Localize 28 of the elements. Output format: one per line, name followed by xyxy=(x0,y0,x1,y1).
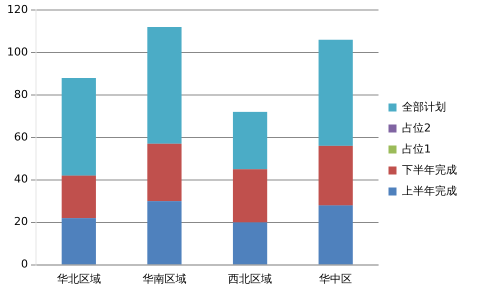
bar xyxy=(62,176,96,218)
bar xyxy=(62,78,96,176)
x-tick-label: 华南区域 xyxy=(142,272,186,286)
y-tick-label: 40 xyxy=(14,172,28,186)
bar xyxy=(232,112,268,170)
y-tick-label: 80 xyxy=(14,88,28,101)
bar xyxy=(147,201,182,264)
y-tick-label: 120 xyxy=(6,2,28,16)
y-tick-label: 60 xyxy=(14,130,28,144)
bar xyxy=(318,205,353,264)
y-tick-label: 100 xyxy=(6,45,28,58)
bar xyxy=(147,26,182,144)
legend-label: 上半年完成 xyxy=(402,184,457,198)
legend-label: 全部计划 xyxy=(402,100,446,114)
x-tick-label: 西北区域 xyxy=(228,272,272,286)
legend-label: 下半年完成 xyxy=(402,163,457,176)
bar xyxy=(62,218,96,264)
y-tick-label: 0 xyxy=(20,258,28,271)
x-tick-label: 华中区 xyxy=(319,272,352,286)
legend-label: 占位1 xyxy=(402,142,431,156)
bar xyxy=(318,40,353,146)
bar xyxy=(232,222,268,264)
y-tick-label: 20 xyxy=(14,215,28,228)
legend-label: 占位2 xyxy=(402,121,431,134)
bar xyxy=(318,146,353,206)
bar xyxy=(232,169,268,222)
x-tick-label: 华北区域 xyxy=(56,272,101,286)
bar xyxy=(147,144,182,202)
